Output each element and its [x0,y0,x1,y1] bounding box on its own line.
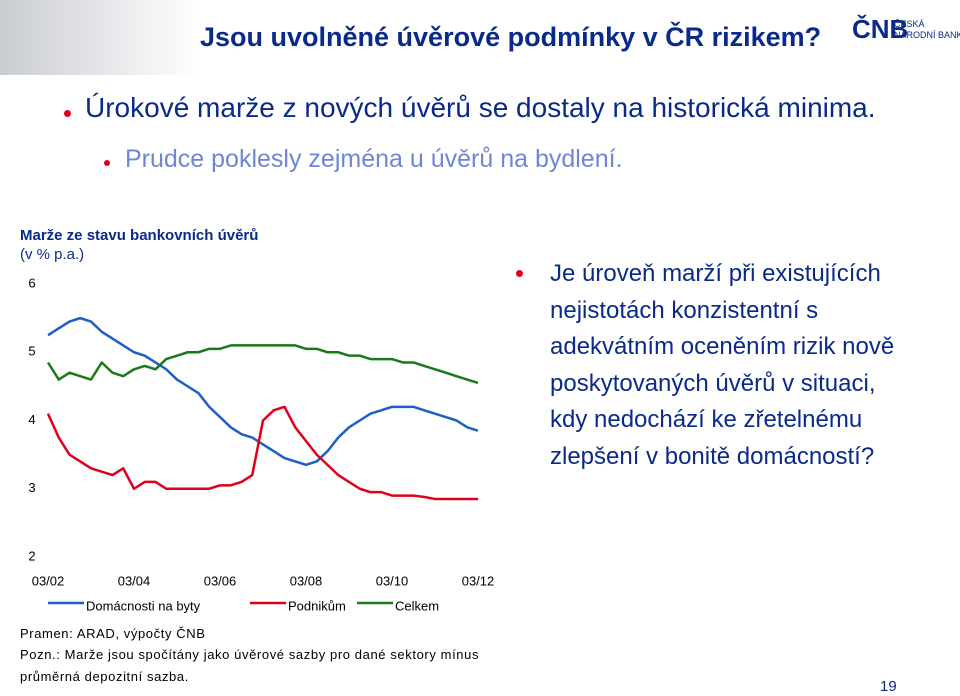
source: Pramen: ARAD, výpočty ČNB [20,626,206,641]
legend-label: Podnikům [288,598,346,613]
x-tick-label: 03/06 [204,573,237,588]
side-text-line: zlepšení v bonitě domácností? [550,442,875,470]
bullet [64,110,71,117]
series-line [47,316,479,467]
x-tick-label: 03/12 [462,573,495,588]
chart-title: Marže ze stavu bankovních úvěrů [20,227,259,244]
legend-label: Celkem [395,598,439,613]
bullet [516,270,523,277]
side-text-line: nejistotách konzistentní s [550,296,819,324]
y-tick-label: 2 [28,548,35,563]
y-tick-label: 6 [28,275,35,290]
x-tick-label: 03/04 [118,573,151,588]
page-number: 19 [880,678,897,695]
series-line [46,344,479,385]
slide-title: Jsou uvolněné úvěrové podmínky v ČR rizi… [200,22,822,52]
bullet [104,160,110,166]
chart-subtitle: (v % p.a.) [20,246,85,263]
logo-name: NÁRODNÍ BANKA [894,30,960,40]
side-text-line: poskytovaných úvěrů v situaci, [550,369,876,397]
bullet-text: Úrokové marže z nových úvěrů se dostaly … [85,92,876,123]
x-tick-label: 03/02 [32,573,65,588]
x-tick-label: 03/08 [290,573,323,588]
legend-label: Domácnosti na byty [86,598,201,613]
side-text-line: adekvátním oceněním rizik nově [550,333,895,360]
x-tick-label: 03/10 [376,573,409,588]
y-tick-label: 3 [28,480,35,495]
logo-mark: ČNB [852,14,909,44]
bullet-text: Prudce poklesly zejména u úvěrů na bydle… [125,145,623,173]
logo-name: ČESKÁ [894,19,925,29]
series-line [46,405,478,501]
y-tick-label: 5 [28,344,35,359]
side-text-line: Je úroveň marží při existujících [550,260,881,287]
note: Pozn.: Marže jsou spočítány jako úvěrové… [20,647,480,684]
header-strip [0,0,200,75]
y-tick-label: 4 [28,412,35,427]
side-text-line: kdy nedochází ke zřetelnému [550,406,863,433]
